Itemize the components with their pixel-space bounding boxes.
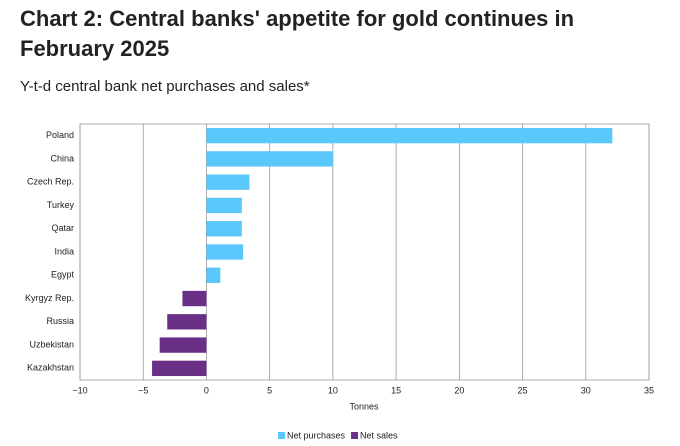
x-tick-label: 30	[581, 385, 591, 395]
x-axis-label: Tonnes	[349, 401, 379, 411]
y-tick-label: Uzbekistan	[29, 339, 74, 349]
y-tick-label: India	[54, 246, 74, 256]
x-tick-label: 25	[518, 385, 528, 395]
legend-swatch	[351, 432, 359, 439]
y-tick-label: Kazakhstan	[27, 363, 74, 373]
legend-swatch	[278, 432, 285, 439]
y-tick-label: Qatar	[51, 223, 74, 233]
bar	[182, 290, 207, 307]
y-tick-label: Turkey	[47, 200, 75, 210]
x-tick-label: 35	[644, 385, 654, 395]
bar	[159, 337, 207, 353]
y-tick-label: Kyrgyz Rep.	[25, 293, 74, 303]
bar	[152, 360, 207, 377]
bar	[167, 314, 207, 330]
y-tick-label: Russia	[46, 316, 74, 326]
bar	[206, 244, 244, 260]
bar	[206, 197, 242, 214]
bar	[206, 174, 250, 190]
bar	[206, 151, 333, 167]
x-tick-label: 5	[267, 385, 272, 395]
y-tick-label: Poland	[46, 130, 74, 140]
legend-label: Net sales	[360, 430, 398, 440]
y-tick-label: Egypt	[51, 270, 75, 280]
y-tick-label: China	[50, 153, 74, 163]
bar	[206, 221, 242, 237]
bar	[206, 267, 221, 283]
x-tick-label: −5	[138, 385, 148, 395]
legend-label: Net purchases	[287, 430, 346, 440]
chart-title: Chart 2: Central banks' appetite for gol…	[20, 6, 575, 61]
x-tick-label: −10	[72, 385, 87, 395]
chart-subtitle: Y-t-d central bank net purchases and sal…	[20, 78, 310, 95]
x-tick-label: 10	[328, 385, 338, 395]
x-tick-label: 0	[204, 385, 209, 395]
x-tick-label: 15	[391, 385, 401, 395]
x-tick-label: 20	[454, 385, 464, 395]
y-tick-label: Czech Rep.	[27, 177, 74, 187]
bar	[206, 127, 613, 144]
